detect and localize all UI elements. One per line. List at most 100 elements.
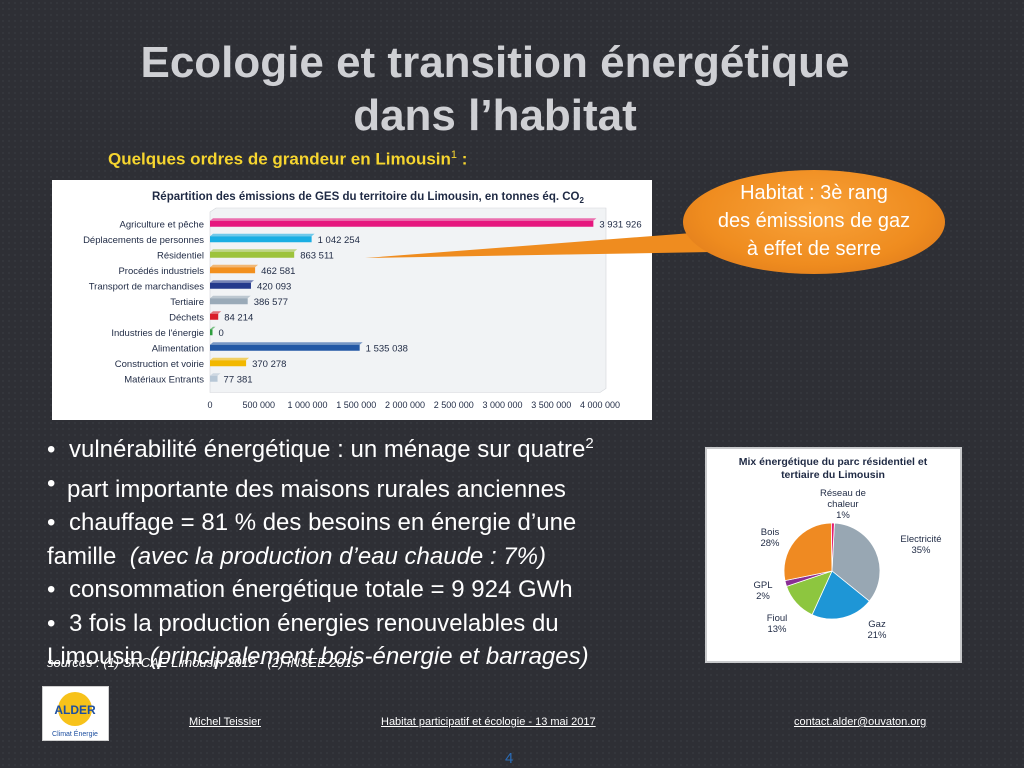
bar-value-label: 863 511	[300, 250, 334, 261]
bar-0	[210, 220, 594, 227]
footer-author-link[interactable]: Michel Teissier	[189, 716, 261, 728]
callout-bubble: Habitat : 3è rang des émissions de gaz à…	[683, 170, 945, 274]
title-line-1: Ecologie et transition énergétique	[140, 38, 850, 87]
bullet-3-text-b: famille	[47, 542, 117, 570]
bullet-5-text-c: (principalement bois-énergie et barrages…	[149, 643, 589, 670]
bar-value-label: 1 535 038	[366, 343, 408, 354]
ges-chart-title-text: Répartition des émissions de GES du terr…	[152, 191, 580, 203]
bar-value-label: 3 931 926	[599, 219, 641, 230]
bar-value-label: 0	[219, 328, 224, 339]
title-line-2: dans l’habitat	[353, 91, 637, 140]
bullet-3-text-a: chauffage = 81 % des besoins en énergie …	[69, 509, 577, 536]
ges-chart-title: Répartition des émissions de GES du terr…	[152, 191, 584, 205]
pie-label: Bois	[761, 527, 780, 538]
bar-category-label: Transport de marchandises	[89, 281, 205, 292]
callout-line-2: des émissions de gaz	[717, 210, 911, 232]
pie-label: Fioul	[767, 613, 788, 624]
bar-category-label: Alimentation	[152, 343, 204, 354]
bullet-1: • vulnérabilité énergétique : un ménage s…	[47, 427, 702, 467]
pie-label: Electricité	[900, 534, 941, 545]
bar-category-label: Déplacements de personnes	[83, 235, 204, 246]
bar-category-label: Matériaux Entrants	[124, 374, 204, 385]
bar-value-label: 77 381	[224, 374, 253, 385]
bar-category-label: Procédés industriels	[118, 266, 204, 277]
energy-mix-pie-chart: Mix énergétique du parc résidentiel et t…	[705, 447, 962, 663]
bar-value-label: 386 577	[254, 297, 288, 308]
footer-event-link[interactable]: Habitat participatif et écologie - 13 ma…	[381, 716, 596, 728]
ges-chart-title-sub: 2	[579, 196, 584, 205]
bullet-3: • chauffage = 81 % des besoins en énergie…	[47, 506, 702, 540]
bullet-4-text: consommation énergétique totale = 9 924 …	[69, 576, 573, 603]
bar-3	[210, 267, 256, 274]
subtitle-footnote: 1	[450, 149, 458, 161]
subtitle-text: Quelques ordres de grandeur en Limousin	[108, 149, 451, 169]
pie-label: 35%	[911, 545, 931, 556]
subtitle-suffix: :	[457, 149, 468, 169]
bullet-1-text: vulnérabilité énergétique : un ménage su…	[69, 436, 586, 463]
bar-top-7	[210, 326, 216, 330]
slide-subtitle: Quelques ordres de grandeur en Limousin1…	[108, 149, 467, 170]
x-tick-label: 0	[207, 400, 212, 410]
pie-label: 2%	[756, 591, 770, 602]
bullet-dot-icon: •	[47, 509, 56, 536]
pie-slice-5	[830, 522, 835, 572]
bar-top-6	[210, 311, 222, 314]
bullet-5-continued: Limousin (principalement bois-énergie et…	[47, 640, 702, 674]
bar-top-10	[210, 373, 221, 376]
bullet-5-text-a: 3 fois la production énergies renouvelab…	[69, 609, 559, 637]
bar-category-label: Déchets	[169, 312, 204, 323]
bullet-5: • 3 fois la production énergies renouvela…	[47, 607, 702, 641]
sources-note: sources : (1) SRCAE Limousin 2012 - (2) …	[47, 655, 359, 670]
bullet-4: • consommation énergétique totale = 9 924…	[47, 573, 702, 607]
pie-label: Gaz	[868, 619, 886, 630]
alder-logo-svg: ALDER Climat Énergie	[52, 692, 98, 738]
bar-top-5	[210, 295, 251, 299]
page-number: 4	[505, 750, 514, 767]
alder-logo: ALDER Climat Énergie	[42, 686, 109, 741]
bar-5	[210, 298, 248, 305]
logo-name: ALDER	[54, 703, 96, 717]
pie-label: 28%	[760, 538, 780, 549]
bar-category-label: Résidentiel	[157, 250, 204, 261]
x-tick-label: 2 000 000	[385, 400, 425, 410]
energy-mix-pie-svg: Mix énergétique du parc résidentiel et t…	[739, 456, 942, 641]
bar-top-4	[210, 280, 254, 283]
bullet-dot-icon: •	[47, 576, 56, 603]
x-tick-label: 4 000 000	[580, 400, 620, 410]
bar-category-label: Tertiaire	[170, 297, 204, 308]
pie-title-line-1: Mix énergétique du parc résidentiel et	[739, 456, 928, 468]
x-tick-label: 500 000	[242, 400, 275, 410]
bar-top-1	[210, 233, 315, 237]
bullet-2: • part importante des maisons rurales anc…	[47, 467, 702, 507]
bullet-list: • vulnérabilité énergétique : un ménage s…	[47, 427, 702, 674]
pie-slice-4	[783, 522, 833, 582]
x-tick-label: 3 500 000	[531, 400, 571, 410]
bullet-2-text: part importante des maisons rurales anci…	[67, 475, 566, 503]
pie-title-line-2: tertiaire du Limousin	[781, 469, 885, 481]
bullet-dot-icon: •	[47, 469, 56, 497]
bar-value-label: 370 278	[252, 359, 286, 370]
bar-top-0	[210, 218, 597, 221]
bar-value-label: 1 042 254	[318, 235, 360, 246]
bar-category-label: Construction et voirie	[115, 359, 204, 370]
bar-6	[210, 313, 219, 320]
bar-category-label: Industries de l'énergie	[111, 328, 204, 339]
pie-label: 13%	[767, 624, 787, 635]
pie-label: 1%	[836, 510, 850, 521]
bar-1	[210, 236, 312, 243]
bar-value-label: 420 093	[257, 281, 291, 292]
bar-7	[210, 329, 213, 336]
slide-title: Ecologie et transition énergétique dans …	[80, 36, 910, 142]
bar-top-2	[210, 249, 298, 252]
bar-10	[210, 375, 218, 382]
bar-top-3	[210, 264, 259, 268]
bullet-1-footnote: 2	[585, 435, 594, 452]
pie-label: Réseau de	[820, 488, 866, 499]
pie-label: 21%	[867, 630, 887, 641]
bullet-dot-icon: •	[47, 609, 56, 637]
bullet-3-text-c: (avec la production d’eau chaude : 7%)	[129, 542, 546, 570]
bullet-5-text-b: Limousin	[47, 643, 144, 670]
bar-9	[210, 360, 247, 367]
footer-email-link[interactable]: contact.alder@ouvaton.org	[794, 716, 927, 728]
pie-slice-1	[811, 570, 870, 620]
